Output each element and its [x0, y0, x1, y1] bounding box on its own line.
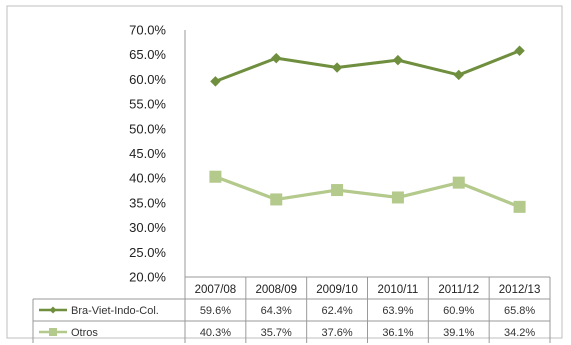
y-tick-label: 45.0%: [129, 146, 166, 161]
x-category-label: 2007/08: [195, 284, 237, 296]
y-tick-label: 70.0%: [129, 23, 166, 38]
table-value: 34.2%: [504, 327, 535, 339]
series-line: [213, 49, 522, 83]
data-point-square: [452, 176, 465, 189]
data-point-diamond: [453, 69, 464, 81]
x-category-label: 2011/12: [438, 284, 479, 296]
table-value: 63.9%: [382, 305, 413, 317]
data-point-diamond: [392, 54, 404, 66]
x-category-label: 2009/10: [316, 284, 358, 296]
y-tick-label: 25.0%: [129, 245, 166, 260]
x-category-label: 2012/13: [499, 284, 541, 296]
table-value: 36.1%: [382, 327, 413, 339]
legend-label: Bra-Viet-Indo-Col.: [71, 305, 159, 317]
y-tick-label: 20.0%: [129, 270, 166, 285]
y-tick-label: 35.0%: [129, 195, 166, 210]
legend-marker: [49, 306, 57, 314]
table-value: 62.4%: [321, 305, 352, 317]
data-point-square: [209, 170, 222, 183]
data-point-square: [391, 191, 404, 204]
x-category-label: 2010/11: [378, 284, 419, 296]
y-tick-label: 65.0%: [129, 47, 166, 62]
data-point-diamond: [210, 76, 221, 87]
data-point-diamond: [271, 52, 282, 64]
table-value: 59.6%: [200, 305, 231, 317]
y-tick-label: 60.0%: [129, 72, 166, 87]
y-tick-label: 50.0%: [129, 121, 166, 136]
data-point-diamond: [514, 45, 525, 56]
x-category-label: 2008/09: [255, 284, 297, 296]
table-value: 60.9%: [443, 305, 474, 317]
table-value: 35.7%: [261, 327, 292, 339]
table-value: 37.6%: [321, 327, 352, 339]
y-tick-label: 30.0%: [129, 220, 166, 235]
y-tick-label: 40.0%: [129, 171, 166, 186]
data-point-square: [513, 200, 526, 213]
y-tick-label: 55.0%: [129, 97, 166, 112]
table-value: 40.3%: [200, 327, 231, 339]
data-point-square: [331, 184, 344, 197]
legend-label: Otros: [71, 327, 98, 339]
data-point-square: [270, 193, 283, 206]
legend-marker: [49, 328, 57, 336]
table-value: 39.1%: [443, 327, 474, 339]
series-line: [213, 175, 522, 209]
data-point-diamond: [331, 62, 343, 73]
table-value: 64.3%: [261, 305, 292, 317]
chart-frame: [6, 5, 563, 339]
table-value: 65.8%: [504, 305, 535, 317]
